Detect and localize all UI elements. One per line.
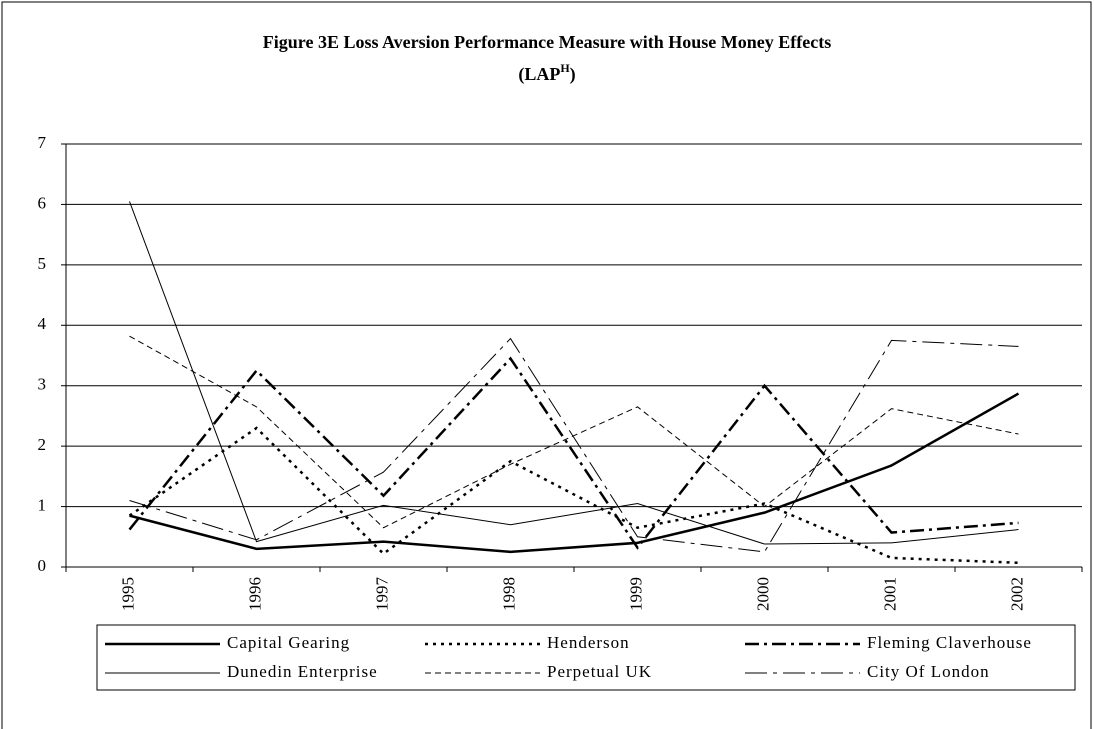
x-tick-label: 1997 [372,577,391,612]
y-tick-label: 6 [38,193,47,212]
series-line [129,335,1019,529]
legend-label: Perpetual UK [547,662,652,681]
legend-label: Fleming Claverhouse [867,633,1032,652]
x-tick-label: 1999 [626,577,645,611]
y-tick-label: 5 [38,254,47,273]
subtitle-end: ) [570,64,576,85]
subtitle-text: (LAP [518,64,560,85]
legend-label: Capital Gearing [227,633,350,652]
y-tick-label: 3 [38,375,47,394]
legend-box [96,624,1076,691]
subtitle-superscript: H [560,61,570,75]
chart-subtitle: (LAPH) [518,61,575,85]
series-line [128,426,1019,565]
x-tick-label: 2002 [1007,577,1026,611]
chart-title: Figure 3E Loss Aversion Performance Meas… [263,32,831,52]
y-tick-label: 0 [38,556,47,575]
legend-label: Henderson [547,633,630,652]
y-tick-label: 7 [38,133,47,152]
x-tick-label: 2000 [753,577,772,611]
legend-label: Dunedin Enterprise [227,662,378,681]
series-line [129,337,1019,553]
y-tick-label: 2 [38,435,47,454]
x-tick-label: 2001 [880,577,899,611]
legend-label: City Of London [867,662,990,681]
series-line [129,392,1020,554]
x-tick-label: 1995 [118,577,137,611]
x-tick-label: 1998 [499,577,518,611]
y-tick-label: 4 [38,314,47,333]
x-tick-label: 1996 [245,577,264,611]
series-line [129,201,1019,545]
y-tick-label: 1 [38,495,47,514]
series-line [128,356,1019,550]
